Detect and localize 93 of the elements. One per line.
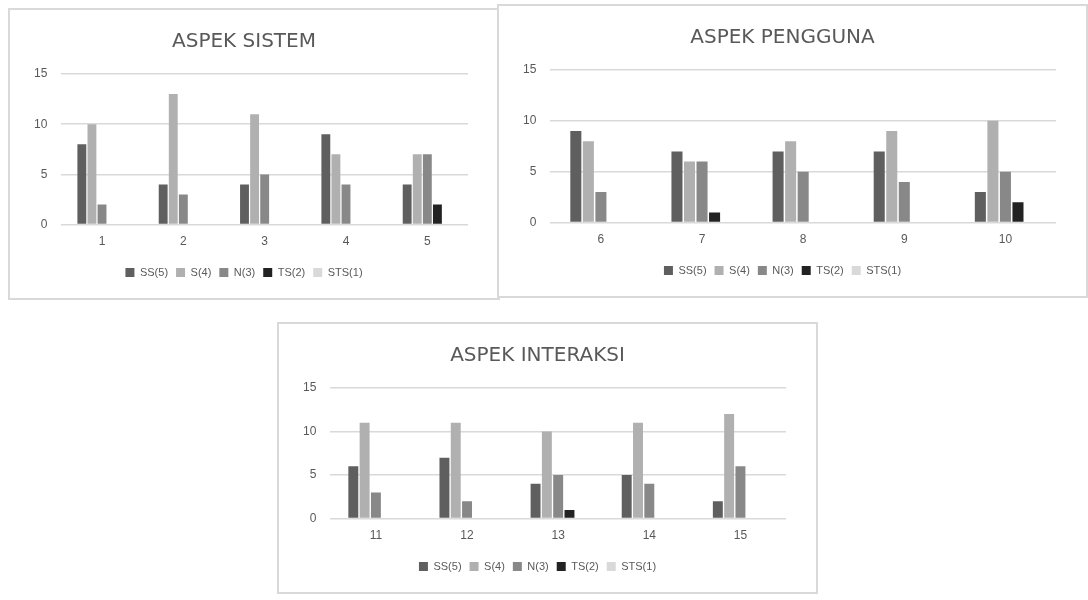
x-tick-label: 8 <box>799 232 807 247</box>
bar <box>168 94 178 224</box>
bar <box>671 151 683 222</box>
bar <box>785 141 797 222</box>
x-tick-label: 13 <box>551 528 566 543</box>
bar <box>341 184 351 224</box>
bar <box>873 151 885 222</box>
legend-label: TS(2) <box>571 559 599 572</box>
bar <box>712 501 723 518</box>
bar <box>974 192 986 222</box>
y-tick-label: 0 <box>309 510 317 525</box>
bar <box>595 192 607 222</box>
x-tick-label: 7 <box>698 232 706 247</box>
bar <box>564 509 575 518</box>
bar <box>530 483 541 518</box>
x-tick-label: 10 <box>998 232 1013 247</box>
bar <box>450 422 461 518</box>
x-tick-label: 15 <box>733 528 748 543</box>
legend-label: SS(5) <box>678 263 707 276</box>
y-tick-label: 10 <box>302 423 317 438</box>
y-tick-label: 10 <box>522 113 537 128</box>
bar <box>696 161 708 222</box>
y-tick-label: 5 <box>529 164 537 179</box>
bar <box>348 466 359 518</box>
legend-label: N(3) <box>772 263 794 276</box>
x-tick-label: 3 <box>261 234 269 249</box>
bar <box>797 171 809 222</box>
legend-label: SS(5) <box>139 265 169 278</box>
bar <box>724 414 735 518</box>
bar <box>412 154 422 224</box>
bar <box>621 475 632 518</box>
y-tick-label: 15 <box>302 380 317 395</box>
y-tick-label: 15 <box>522 62 537 77</box>
bar <box>683 161 696 222</box>
bar <box>240 184 249 224</box>
bar <box>999 171 1011 222</box>
y-tick-label: 15 <box>33 66 48 81</box>
bar <box>158 184 168 224</box>
x-tick-label: 4 <box>342 234 350 249</box>
chart-title: ASPEK PENGGUNA <box>690 24 876 49</box>
x-tick-label: 14 <box>642 528 657 543</box>
legend-label: SS(5) <box>433 559 462 572</box>
x-tick-label: 6 <box>597 232 605 247</box>
y-tick-label: 5 <box>309 467 317 482</box>
legend-label: STS(1) <box>866 263 902 276</box>
bar <box>321 134 331 224</box>
x-tick-label: 1 <box>98 234 106 249</box>
bar <box>1012 202 1024 222</box>
legend-label: TS(2) <box>816 263 844 276</box>
bar <box>541 431 552 518</box>
x-tick-label: 9 <box>900 232 908 247</box>
x-tick-label: 5 <box>423 234 431 249</box>
x-tick-label: 2 <box>180 234 187 249</box>
chart-title: ASPEK SISTEM <box>172 28 316 53</box>
legend-label: N(3) <box>233 265 256 278</box>
chart-title: ASPEK INTERAKSI <box>450 342 625 367</box>
bar <box>87 124 97 224</box>
legend-label: S(4) <box>190 265 212 278</box>
x-tick-label: 11 <box>369 528 383 543</box>
bar <box>709 212 721 222</box>
bar <box>260 174 270 224</box>
bar <box>439 457 450 518</box>
bar <box>553 475 564 518</box>
y-tick-label: 0 <box>40 216 48 231</box>
bar <box>898 181 910 222</box>
y-tick-label: 0 <box>529 214 537 229</box>
legend-label: S(4) <box>484 559 505 572</box>
bar <box>370 492 381 518</box>
bar <box>644 483 655 518</box>
bar <box>735 466 746 518</box>
bar <box>772 151 784 222</box>
bar <box>331 154 341 224</box>
bar <box>77 144 87 224</box>
bar <box>570 131 582 222</box>
bar <box>250 114 260 224</box>
bar <box>432 204 442 224</box>
x-tick-label: 12 <box>460 528 475 543</box>
bar <box>462 501 473 518</box>
y-tick-label: 10 <box>33 116 48 131</box>
legend-label: STS(1) <box>327 265 363 278</box>
bar <box>987 120 999 222</box>
bar <box>582 141 594 222</box>
legend-label: TS(2) <box>277 265 306 278</box>
bar <box>633 422 643 518</box>
legend-label: S(4) <box>729 263 750 276</box>
bar <box>422 154 432 224</box>
legend-label: STS(1) <box>621 559 657 572</box>
bar <box>178 194 188 224</box>
legend-label: N(3) <box>527 559 549 572</box>
bar <box>886 131 898 222</box>
bar <box>359 422 370 518</box>
y-tick-label: 5 <box>40 166 48 181</box>
bar <box>402 184 412 224</box>
